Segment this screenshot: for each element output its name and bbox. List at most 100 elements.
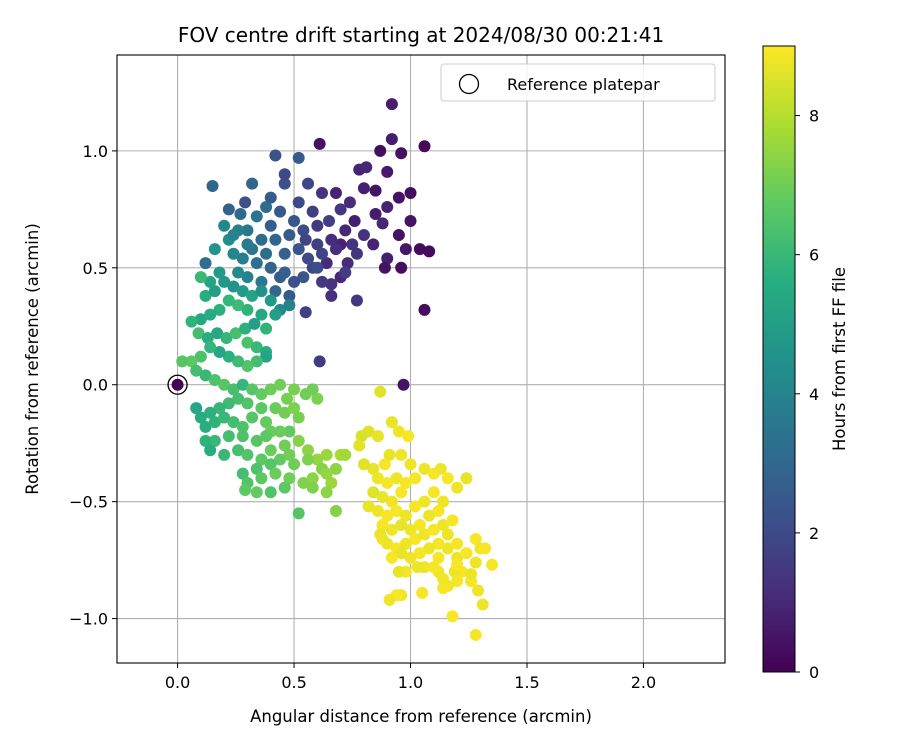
colorbar-tick-label: 0 [809,663,819,682]
data-point [255,472,268,485]
data-point [264,383,277,396]
data-point [185,355,198,368]
colorbar-tick-label: 6 [809,246,819,265]
data-point [350,294,363,307]
data-point [250,257,263,270]
data-point [329,462,342,475]
data-point [278,168,291,181]
data-point [236,430,249,443]
data-point [311,453,324,466]
data-point [208,285,221,298]
data-point [236,252,249,265]
data-point [460,547,473,560]
reference-marker-group [167,374,188,395]
data-point [395,519,408,532]
data-point [199,369,212,382]
data-point [232,299,245,312]
data-point [199,289,212,302]
data-point [353,439,366,452]
data-point [381,165,394,178]
data-point [297,476,310,489]
data-point [376,490,389,503]
data-point [236,285,249,298]
data-point [227,383,240,396]
data-point [260,247,273,260]
data-point [348,215,361,228]
data-point [250,355,263,368]
data-point [409,472,422,485]
data-point [334,203,347,216]
data-point [260,430,273,443]
data-point [367,462,380,475]
data-point [232,444,245,457]
data-point [288,402,301,415]
data-point [218,411,231,424]
data-point [357,182,370,195]
data-point [255,388,268,401]
data-point [194,271,207,284]
data-point [278,177,291,190]
chart-title: FOV centre drift starting at 2024/08/30 … [178,23,664,47]
data-point [218,448,231,461]
data-point [274,205,287,218]
data-point [199,420,212,433]
data-point [371,472,384,485]
data-point [306,472,319,485]
data-point [378,261,391,274]
data-point [446,610,459,623]
data-point [204,275,217,288]
data-point [385,495,398,508]
data-point [292,411,305,424]
data-point [227,416,240,429]
y-tick-label: −0.5 [69,493,108,512]
data-point [383,593,396,606]
data-point [229,327,242,340]
colorbar-tick-label: 2 [809,524,819,543]
data-point [392,565,405,578]
data-point [416,586,429,599]
data-point [269,233,282,246]
colorbar-gradient [762,45,796,673]
data-point [446,514,459,527]
data-point [395,448,408,461]
data-point [343,196,356,209]
data-point [241,238,254,251]
data-point [213,303,226,316]
data-point [418,303,431,316]
data-point [227,229,240,242]
data-point [278,266,291,279]
data-point [220,331,233,344]
data-point [399,243,412,256]
y-axis-label: Rotation from reference (arcmin) [23,223,42,495]
data-point [283,289,296,302]
data-point [320,467,333,480]
data-point [288,458,301,471]
data-point [437,495,450,508]
data-point [322,215,335,228]
data-point [299,233,312,246]
data-point [241,360,254,373]
data-point [292,243,305,256]
data-point [460,472,473,485]
data-point [269,402,282,415]
data-point [320,448,333,461]
data-point [232,355,245,368]
y-tick-label: 1.0 [83,142,108,161]
data-point [204,341,217,354]
data-point [222,430,235,443]
data-point [339,266,352,279]
data-point [206,179,219,192]
data-point [350,247,363,260]
data-point [199,257,212,270]
data-point [413,547,426,560]
x-tick-label: 2.0 [631,673,656,692]
reference-platepar-marker [167,374,188,395]
data-point [381,201,394,213]
data-point [255,233,268,246]
data-point [283,425,296,438]
legend-marker [458,73,480,95]
data-point [432,537,445,550]
data-point [176,355,189,368]
data-point [469,556,482,569]
data-point [451,481,464,494]
